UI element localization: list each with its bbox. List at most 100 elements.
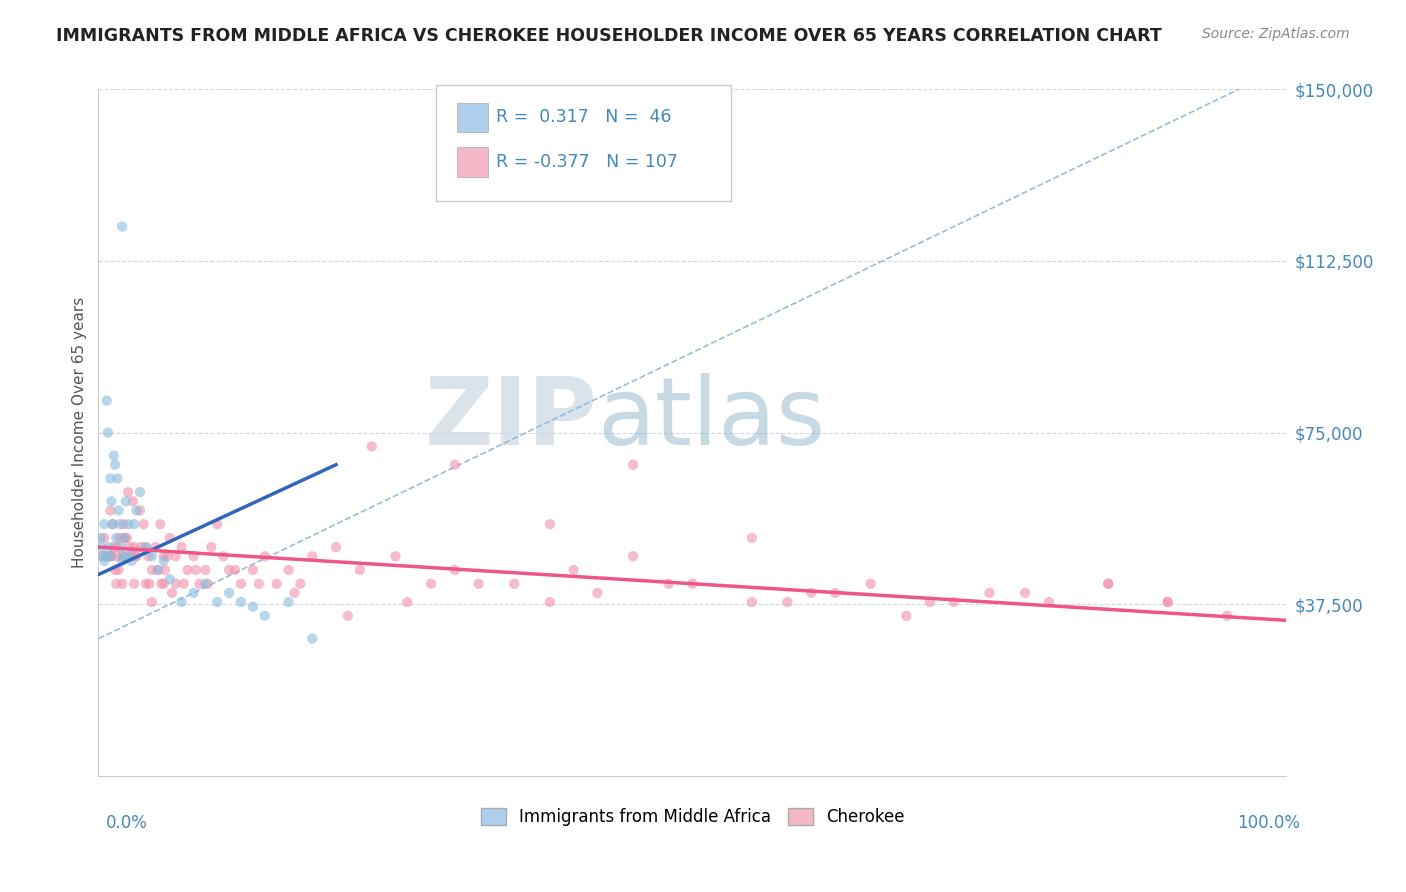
- Point: [94, 549, 117, 564]
- Point: [247, 576, 270, 591]
- Point: [283, 586, 305, 600]
- Point: [229, 595, 252, 609]
- Point: [205, 517, 228, 532]
- Point: [101, 517, 124, 532]
- Point: [444, 458, 467, 472]
- Point: [122, 576, 145, 591]
- Point: [218, 586, 240, 600]
- Point: [266, 576, 288, 591]
- Point: [621, 549, 644, 564]
- Point: [920, 595, 942, 609]
- Point: [114, 494, 136, 508]
- Point: [93, 517, 115, 532]
- Point: [165, 576, 187, 591]
- Point: [212, 549, 235, 564]
- Point: [111, 554, 134, 568]
- Point: [103, 540, 125, 554]
- Point: [100, 549, 122, 564]
- Point: [1216, 608, 1239, 623]
- Point: [1097, 576, 1119, 591]
- Point: [800, 586, 823, 600]
- Point: [150, 576, 173, 591]
- Point: [122, 517, 145, 532]
- Point: [112, 517, 135, 532]
- Point: [112, 549, 135, 564]
- Point: [503, 576, 526, 591]
- Legend: Immigrants from Middle Africa, Cherokee: Immigrants from Middle Africa, Cherokee: [474, 801, 911, 833]
- Point: [349, 563, 371, 577]
- Point: [136, 549, 159, 564]
- Point: [538, 595, 561, 609]
- Point: [229, 576, 252, 591]
- Point: [467, 576, 489, 591]
- Point: [104, 458, 127, 472]
- Point: [152, 576, 174, 591]
- Point: [132, 517, 155, 532]
- Point: [562, 563, 585, 577]
- Point: [621, 458, 644, 472]
- Point: [91, 540, 114, 554]
- Point: [336, 608, 359, 623]
- Point: [98, 471, 121, 485]
- Point: [129, 485, 152, 500]
- Point: [277, 595, 299, 609]
- Point: [93, 554, 115, 568]
- Point: [290, 576, 312, 591]
- Point: [160, 586, 183, 600]
- Point: [105, 549, 128, 564]
- Point: [1038, 595, 1060, 609]
- Point: [108, 531, 131, 545]
- Point: [118, 549, 141, 564]
- Point: [224, 563, 246, 577]
- Point: [586, 586, 609, 600]
- Text: 0.0%: 0.0%: [105, 814, 148, 831]
- Point: [125, 549, 148, 564]
- Point: [325, 540, 347, 554]
- Point: [444, 563, 467, 577]
- Point: [188, 576, 211, 591]
- Point: [301, 549, 323, 564]
- Point: [110, 540, 132, 554]
- Text: R =  0.317   N =  46: R = 0.317 N = 46: [496, 108, 672, 126]
- Point: [90, 531, 112, 545]
- Point: [149, 517, 172, 532]
- Point: [96, 549, 118, 564]
- Point: [91, 549, 114, 564]
- Point: [114, 531, 136, 545]
- Point: [111, 549, 134, 564]
- Point: [115, 531, 138, 545]
- Point: [384, 549, 406, 564]
- Point: [135, 576, 157, 591]
- Text: atlas: atlas: [598, 373, 825, 465]
- Point: [93, 531, 115, 545]
- Point: [176, 563, 198, 577]
- Point: [138, 576, 160, 591]
- Point: [135, 540, 157, 554]
- Point: [159, 531, 181, 545]
- Point: [111, 576, 134, 591]
- Point: [129, 540, 152, 554]
- Point: [942, 595, 965, 609]
- Point: [125, 503, 148, 517]
- Point: [658, 576, 681, 591]
- Point: [100, 494, 122, 508]
- Point: [152, 554, 174, 568]
- Point: [117, 517, 139, 532]
- Point: [1156, 595, 1178, 609]
- Point: [859, 576, 882, 591]
- Point: [105, 531, 128, 545]
- Point: [114, 549, 136, 564]
- Point: [152, 549, 174, 564]
- Point: [121, 554, 143, 568]
- Point: [145, 540, 167, 554]
- Point: [108, 517, 131, 532]
- Point: [242, 599, 264, 614]
- Point: [253, 549, 276, 564]
- Text: IMMIGRANTS FROM MIDDLE AFRICA VS CHEROKEE HOUSEHOLDER INCOME OVER 65 YEARS CORRE: IMMIGRANTS FROM MIDDLE AFRICA VS CHEROKE…: [56, 27, 1161, 45]
- Point: [141, 595, 163, 609]
- Point: [741, 531, 763, 545]
- Point: [101, 517, 124, 532]
- Point: [979, 586, 1001, 600]
- Point: [121, 549, 143, 564]
- Point: [170, 595, 193, 609]
